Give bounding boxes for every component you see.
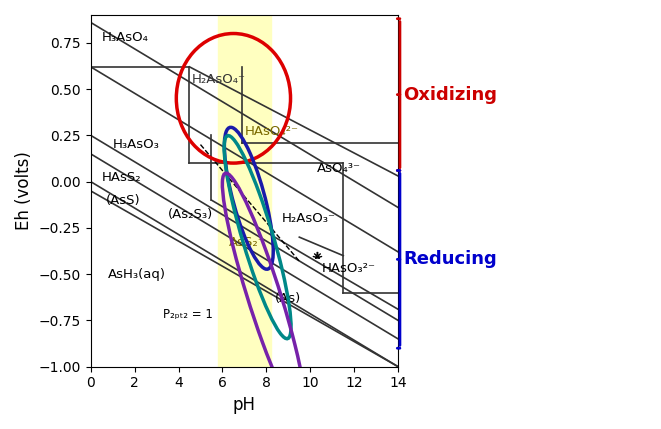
Text: HAsO₄²⁻: HAsO₄²⁻ bbox=[245, 125, 298, 138]
X-axis label: pH: pH bbox=[233, 396, 256, 414]
Bar bbox=[218, 15, 271, 367]
Text: H₂AsO₃⁻: H₂AsO₃⁻ bbox=[282, 212, 336, 225]
Text: H₂AsO₄⁻: H₂AsO₄⁻ bbox=[192, 73, 246, 86]
Text: (As): (As) bbox=[275, 292, 301, 305]
Text: (AsS): (AsS) bbox=[106, 193, 141, 207]
Text: HAsS₂: HAsS₂ bbox=[102, 172, 141, 184]
Text: H₃AsO₃: H₃AsO₃ bbox=[112, 138, 159, 151]
Text: Oxidizing: Oxidizing bbox=[403, 86, 497, 103]
Y-axis label: Eh (volts): Eh (volts) bbox=[15, 151, 33, 230]
Text: AsO₄³⁻: AsO₄³⁻ bbox=[317, 162, 361, 175]
Text: AsS₂⁻: AsS₂⁻ bbox=[229, 236, 266, 249]
Text: Reducing: Reducing bbox=[403, 251, 497, 269]
Text: HAsO₃²⁻: HAsO₃²⁻ bbox=[321, 262, 375, 275]
Text: (As₂S₃): (As₂S₃) bbox=[167, 208, 213, 221]
Text: P₂ₚₜ₂ = 1: P₂ₚₜ₂ = 1 bbox=[163, 308, 213, 321]
Text: AsH₃(aq): AsH₃(aq) bbox=[108, 268, 166, 281]
Text: H₃AsO₄: H₃AsO₄ bbox=[102, 31, 149, 44]
